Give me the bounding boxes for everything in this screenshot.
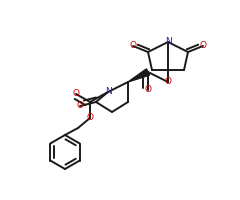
Text: O: O xyxy=(144,86,151,95)
Text: O: O xyxy=(77,102,84,110)
Text: O: O xyxy=(130,42,137,50)
Text: N: N xyxy=(165,38,171,46)
Text: O: O xyxy=(72,90,79,98)
Text: O: O xyxy=(199,42,206,50)
Text: N: N xyxy=(105,88,111,97)
Polygon shape xyxy=(128,69,150,82)
Text: O: O xyxy=(164,77,172,86)
Text: O: O xyxy=(86,114,94,122)
